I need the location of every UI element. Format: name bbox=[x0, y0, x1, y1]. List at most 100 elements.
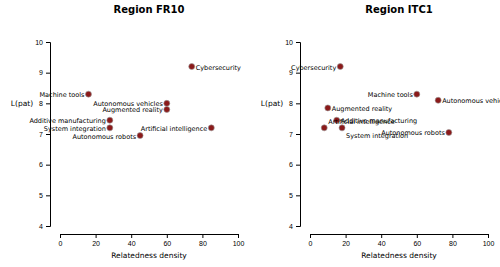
y-axis-title: L(pat) bbox=[261, 99, 283, 108]
point bbox=[446, 129, 452, 135]
x-tick: 0 bbox=[309, 234, 313, 247]
points bbox=[321, 64, 452, 136]
x-tick-mark bbox=[60, 234, 61, 238]
x-tick-mark bbox=[167, 234, 168, 238]
x-tick: 80 bbox=[199, 234, 207, 247]
y-tick: 9 bbox=[39, 69, 50, 76]
x-tick-mark bbox=[381, 234, 382, 238]
y-tick: 5 bbox=[289, 192, 300, 199]
y-tick-label: 6 bbox=[39, 161, 43, 168]
x-tick: 100 bbox=[233, 234, 245, 247]
y-tick-mark bbox=[296, 134, 300, 135]
point-label: Artificial intelligence bbox=[328, 118, 395, 126]
y-tick-label: 4 bbox=[289, 223, 293, 230]
x-axis: 020406080100 bbox=[59, 234, 245, 247]
y-tick: 8 bbox=[39, 100, 50, 107]
x-tick-mark bbox=[238, 234, 239, 238]
y-tick-label: 5 bbox=[289, 192, 293, 199]
point-label: Artificial intelligence bbox=[141, 125, 208, 133]
x-tick-mark bbox=[131, 234, 132, 238]
panel: Region ITC102040608010045678910Relatedne… bbox=[261, 4, 500, 260]
x-axis-title: Relatedness density bbox=[361, 251, 437, 260]
y-tick: 10 bbox=[35, 39, 50, 46]
point bbox=[208, 125, 214, 131]
x-axis: 0 20 40 60 80 100 bbox=[309, 234, 495, 247]
y-tick-label: 8 bbox=[39, 100, 43, 107]
x-axis-title: Relatedness density bbox=[111, 251, 187, 260]
y-tick: 10 bbox=[285, 39, 300, 46]
x-tick-mark bbox=[202, 234, 203, 238]
y-tick-mark bbox=[296, 226, 300, 227]
x-axis-line bbox=[61, 235, 239, 239]
y-tick-mark bbox=[46, 195, 50, 196]
x-tick: 60 bbox=[163, 234, 171, 247]
y-tick-mark bbox=[296, 103, 300, 104]
y-tick-mark bbox=[46, 134, 50, 135]
point bbox=[164, 106, 170, 112]
x-tick-label: 0 bbox=[309, 240, 313, 247]
y-tick-mark bbox=[296, 195, 300, 196]
point-label: Autonomous robots bbox=[72, 133, 136, 141]
y-tick-label: 8 bbox=[289, 100, 293, 107]
x-tick-label: 60 bbox=[163, 240, 171, 247]
point-label: Cybersecurity bbox=[196, 64, 241, 72]
y-tick: 6 bbox=[39, 161, 50, 168]
y-tick-label: 5 bbox=[39, 192, 43, 199]
y-tick-mark bbox=[46, 226, 50, 227]
x-tick-label: 100 bbox=[483, 240, 495, 247]
x-tick-label: 40 bbox=[378, 240, 386, 247]
point-label: Cybersecurity bbox=[291, 64, 336, 72]
x-tick-label: 60 bbox=[413, 240, 421, 247]
y-tick-label: 10 bbox=[35, 39, 43, 46]
point bbox=[107, 117, 113, 123]
x-tick: 100 bbox=[483, 234, 495, 247]
y-tick: 4 bbox=[289, 223, 300, 230]
x-tick-mark bbox=[452, 234, 453, 238]
y-tick-label: 4 bbox=[39, 223, 43, 230]
y-axis-line bbox=[46, 43, 51, 227]
point-label: Augmented reality bbox=[102, 106, 163, 114]
title: Region FR10 bbox=[114, 4, 185, 15]
point bbox=[337, 64, 343, 70]
y-tick: 8 bbox=[289, 100, 300, 107]
y-tick: 4 bbox=[39, 223, 50, 230]
y-tick-mark bbox=[46, 73, 50, 74]
y-axis: 45678910 bbox=[35, 39, 50, 230]
y-tick-mark bbox=[296, 165, 300, 166]
y-tick: 5 bbox=[39, 192, 50, 199]
point-label: Autonomous robots bbox=[381, 129, 445, 137]
x-tick: 40 bbox=[378, 234, 386, 247]
x-tick-mark bbox=[96, 234, 97, 238]
y-tick-mark bbox=[296, 73, 300, 74]
x-tick-label: 80 bbox=[199, 240, 207, 247]
point bbox=[85, 91, 91, 97]
y-tick-label: 6 bbox=[289, 161, 293, 168]
point bbox=[321, 125, 327, 131]
point-label: Autonomous vehicles bbox=[442, 97, 500, 105]
x-tick-mark bbox=[310, 234, 311, 238]
point bbox=[325, 105, 331, 111]
point bbox=[414, 91, 420, 97]
y-tick: 6 bbox=[289, 161, 300, 168]
y-tick-label: 7 bbox=[289, 131, 293, 138]
x-tick-label: 20 bbox=[342, 240, 350, 247]
y-tick-mark bbox=[296, 42, 300, 43]
y-tick-label: 9 bbox=[39, 69, 43, 76]
x-tick: 60 bbox=[413, 234, 421, 247]
x-tick-mark bbox=[417, 234, 418, 238]
title: Region ITC1 bbox=[365, 4, 432, 15]
point bbox=[107, 125, 113, 131]
x-tick-label: 80 bbox=[449, 240, 457, 247]
point-label: Machine tools bbox=[39, 91, 85, 99]
point bbox=[137, 133, 143, 139]
x-tick-mark bbox=[346, 234, 347, 238]
y-axis-title: L(pat) bbox=[11, 99, 33, 108]
point bbox=[435, 97, 441, 103]
x-tick: 40 bbox=[128, 234, 136, 247]
x-axis-line bbox=[311, 235, 489, 239]
x-tick: 80 bbox=[449, 234, 457, 247]
x-tick-label: 40 bbox=[128, 240, 136, 247]
point-label: Machine tools bbox=[368, 91, 414, 99]
x-tick-label: 20 bbox=[92, 240, 100, 247]
x-tick: 20 bbox=[342, 234, 350, 247]
